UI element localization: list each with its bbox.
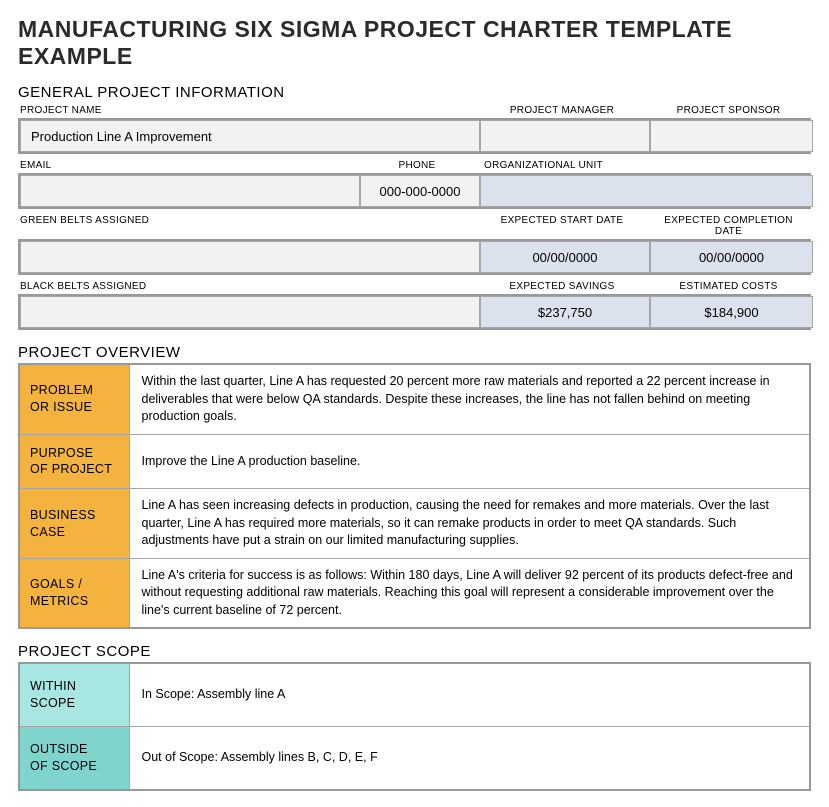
field-black-belts[interactable]: [20, 296, 480, 328]
label-expected-completion: EXPECTED COMPLETION DATE: [648, 213, 811, 239]
table-row: WITHIN SCOPE In Scope: Assembly line A: [19, 663, 810, 726]
section-heading-scope: PROJECT SCOPE: [18, 643, 811, 660]
table-row: PROBLEM OR ISSUE Within the last quarter…: [19, 364, 810, 434]
label-project-sponsor: PROJECT SPONSOR: [648, 103, 811, 118]
label-email: EMAIL: [18, 158, 358, 173]
section-heading-general: GENERAL PROJECT INFORMATION: [18, 84, 811, 101]
overview-body-purpose: Improve the Line A production baseline.: [129, 434, 810, 489]
overview-label-purpose: PURPOSE OF PROJECT: [19, 434, 129, 489]
label-project-manager: PROJECT MANAGER: [478, 103, 648, 118]
scope-body-within: In Scope: Assembly line A: [129, 663, 810, 726]
label-expected-start: EXPECTED START DATE: [478, 213, 648, 228]
field-green-belts[interactable]: [20, 241, 480, 273]
scope-body-outside: Out of Scope: Assembly lines B, C, D, E,…: [129, 727, 810, 790]
field-org-unit[interactable]: [480, 175, 813, 207]
overview-table: PROBLEM OR ISSUE Within the last quarter…: [18, 363, 811, 629]
label-phone: PHONE: [358, 158, 478, 173]
label-estimated-costs: ESTIMATED COSTS: [648, 279, 811, 294]
field-expected-start[interactable]: 00/00/0000: [480, 241, 650, 273]
scope-label-within: WITHIN SCOPE: [19, 663, 129, 726]
scope-table: WITHIN SCOPE In Scope: Assembly line A O…: [18, 662, 811, 791]
scope-label-outside: OUTSIDE OF SCOPE: [19, 727, 129, 790]
overview-label-business: BUSINESS CASE: [19, 489, 129, 559]
field-project-name[interactable]: Production Line A Improvement: [20, 120, 480, 152]
label-expected-savings: EXPECTED SAVINGS: [478, 279, 648, 294]
field-project-manager[interactable]: [480, 120, 650, 152]
overview-body-goals: Line A's criteria for success is as foll…: [129, 558, 810, 628]
table-row: OUTSIDE OF SCOPE Out of Scope: Assembly …: [19, 727, 810, 790]
field-project-sponsor[interactable]: [650, 120, 813, 152]
field-email[interactable]: [20, 175, 360, 207]
section-heading-overview: PROJECT OVERVIEW: [18, 344, 811, 361]
label-org-unit: ORGANIZATIONAL UNIT: [478, 158, 811, 173]
field-expected-completion[interactable]: 00/00/0000: [650, 241, 813, 273]
table-row: GOALS / METRICS Line A's criteria for su…: [19, 558, 810, 628]
table-row: BUSINESS CASE Line A has seen increasing…: [19, 489, 810, 559]
label-green-belts: GREEN BELTS ASSIGNED: [18, 213, 478, 228]
overview-body-business: Line A has seen increasing defects in pr…: [129, 489, 810, 559]
field-estimated-costs[interactable]: $184,900: [650, 296, 813, 328]
label-project-name: PROJECT NAME: [18, 103, 478, 118]
page-title: MANUFACTURING SIX SIGMA PROJECT CHARTER …: [18, 16, 811, 70]
field-expected-savings[interactable]: $237,750: [480, 296, 650, 328]
table-row: PURPOSE OF PROJECT Improve the Line A pr…: [19, 434, 810, 489]
overview-label-problem: PROBLEM OR ISSUE: [19, 364, 129, 434]
overview-label-goals: GOALS / METRICS: [19, 558, 129, 628]
overview-body-problem: Within the last quarter, Line A has requ…: [129, 364, 810, 434]
field-phone[interactable]: 000-000-0000: [360, 175, 480, 207]
label-black-belts: BLACK BELTS ASSIGNED: [18, 279, 478, 294]
